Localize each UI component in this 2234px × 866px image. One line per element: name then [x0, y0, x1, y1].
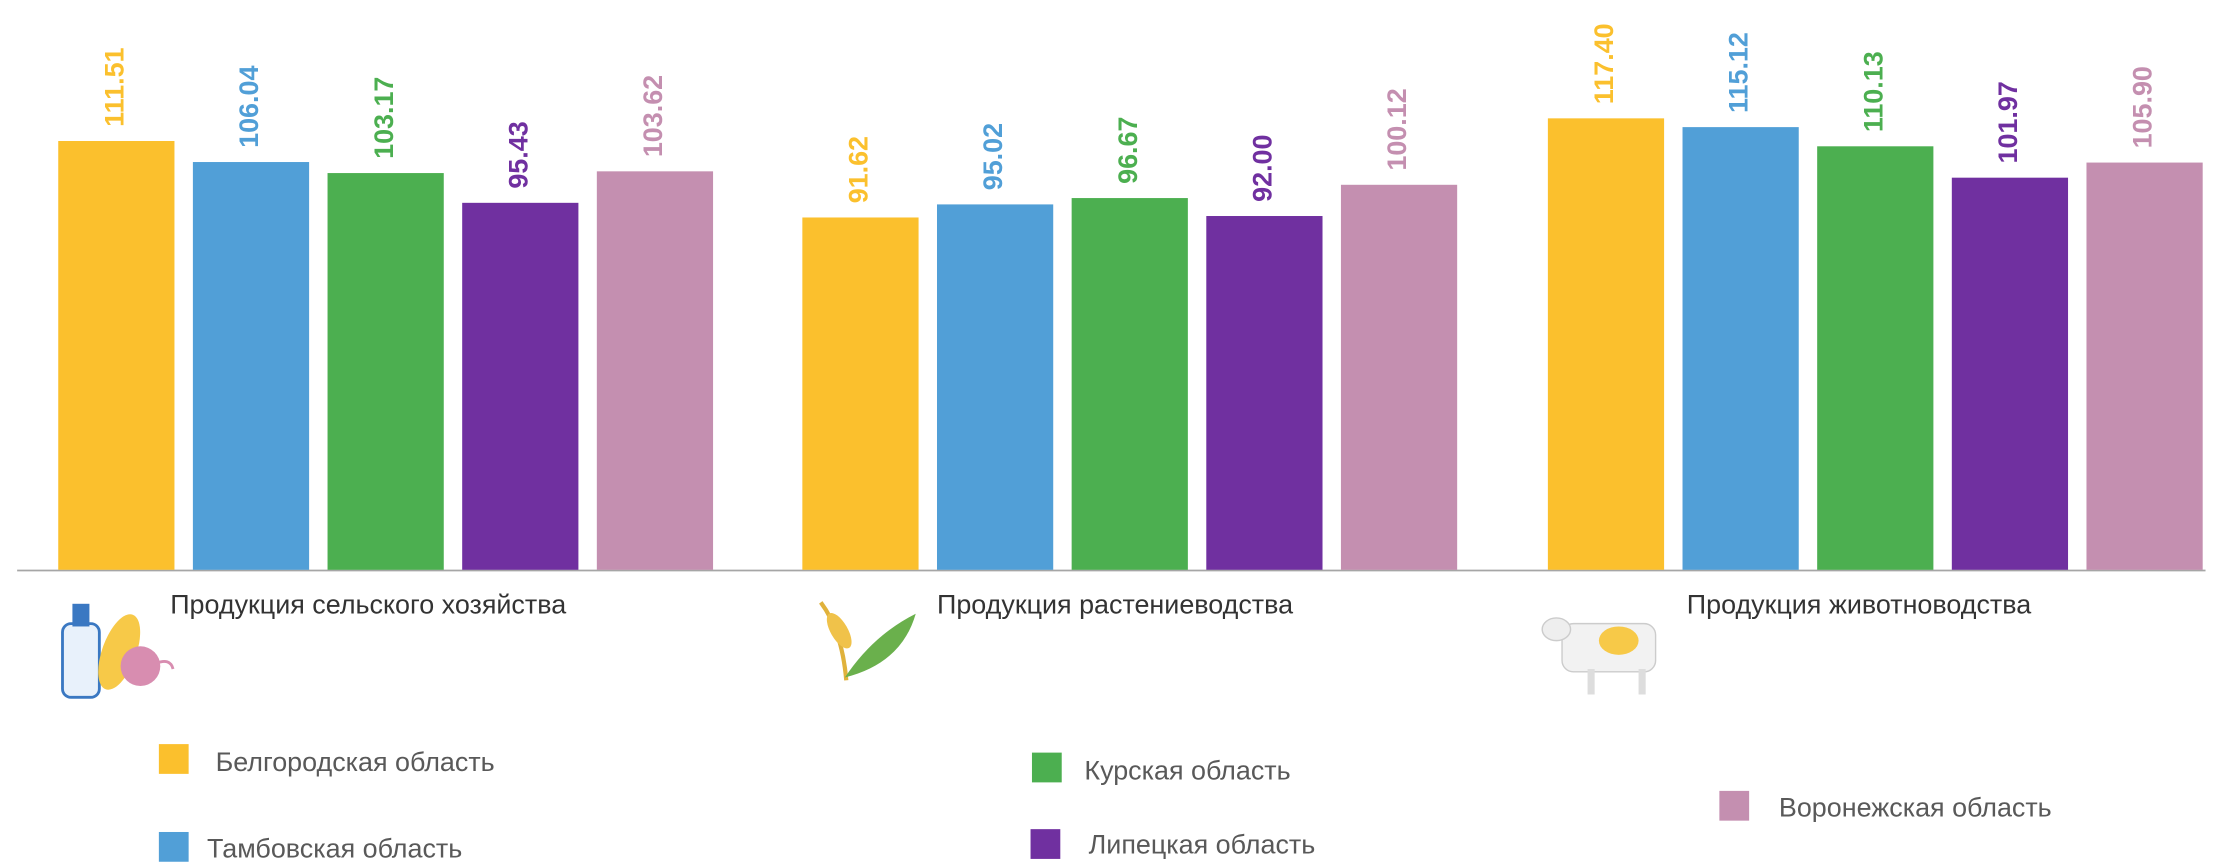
- icon-cow: [1541, 617, 1657, 695]
- legend-label: Тамбовская область: [207, 834, 462, 864]
- bar: [1340, 184, 1458, 570]
- value-label: 105.90: [2128, 66, 2158, 148]
- bar: [1071, 198, 1188, 570]
- value-label: 115.12: [1724, 32, 1754, 113]
- value-label: 110.13: [1858, 51, 1888, 132]
- bar: [596, 171, 714, 570]
- legend-label: Воронежская область: [1779, 792, 2052, 822]
- value-label: 92.00: [1248, 134, 1278, 201]
- legend-label: Липецкая область: [1089, 829, 1316, 859]
- bar: [1817, 146, 1934, 570]
- legend-swatch: [1031, 752, 1062, 783]
- category-label: Продукция растениеводства: [937, 590, 1293, 620]
- bar: [192, 162, 310, 570]
- legend-label: Курская область: [1084, 756, 1290, 786]
- bar: [1951, 177, 2069, 570]
- value-label: 117.40: [1589, 23, 1619, 104]
- value-label: 111.51: [99, 47, 129, 126]
- value-label: 95.43: [503, 121, 533, 188]
- value-label: 96.67: [1113, 117, 1143, 184]
- category-label: Продукция сельского хозяйства: [170, 590, 566, 620]
- value-label: 101.97: [1993, 81, 2023, 163]
- value-label: 103.62: [638, 75, 668, 157]
- bar: [1682, 127, 1799, 570]
- category-label: Продукция животноводства: [1687, 590, 2031, 620]
- bar: [936, 204, 1054, 570]
- value-label: 91.62: [844, 136, 874, 203]
- value-label: 100.12: [1382, 88, 1412, 170]
- icon-crop: [819, 601, 916, 681]
- legend-label: Белгородская область: [216, 747, 495, 777]
- value-label: 103.17: [369, 77, 399, 159]
- bar: [1206, 216, 1323, 570]
- bar: [462, 202, 579, 570]
- legend-swatch: [1719, 790, 1750, 821]
- value-label: 95.02: [978, 123, 1008, 190]
- bar: [327, 173, 444, 570]
- legend-swatch: [158, 831, 189, 862]
- legend-swatch: [158, 744, 189, 774]
- bar: [802, 217, 919, 570]
- bar: [58, 140, 175, 570]
- bar: [2086, 162, 2203, 570]
- icon-milk: [61, 603, 175, 699]
- bar: [1547, 118, 1665, 570]
- legend-swatch: [1030, 829, 1061, 859]
- value-label: 106.04: [234, 66, 264, 148]
